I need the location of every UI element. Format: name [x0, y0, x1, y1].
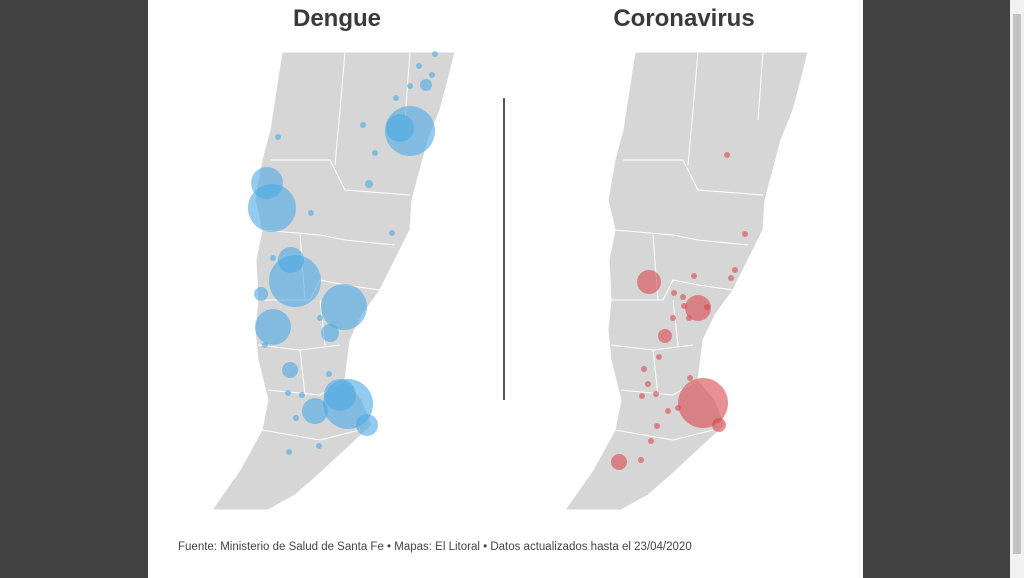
case-bubble	[316, 443, 322, 449]
case-bubble	[302, 398, 328, 424]
map-title: Coronavirus	[613, 5, 754, 32]
case-bubble	[317, 315, 323, 321]
case-bubble	[293, 415, 299, 421]
case-bubble	[326, 371, 332, 377]
case-bubble	[389, 230, 395, 236]
case-bubble	[641, 366, 647, 372]
case-bubble	[285, 390, 291, 396]
case-bubble	[365, 180, 373, 188]
case-bubble	[670, 315, 676, 321]
case-bubble	[416, 63, 422, 69]
case-bubble	[680, 294, 686, 300]
case-bubble	[712, 418, 726, 432]
case-bubble	[685, 295, 711, 321]
case-bubble	[278, 247, 304, 273]
case-bubble	[742, 231, 748, 237]
case-bubble	[732, 267, 738, 273]
case-bubble	[282, 362, 298, 378]
case-bubble	[308, 210, 314, 216]
case-bubble	[637, 270, 661, 294]
case-bubble	[275, 134, 281, 140]
case-bubble	[248, 184, 296, 232]
case-bubble	[286, 449, 292, 455]
case-bubble	[654, 423, 660, 429]
case-bubble	[429, 72, 435, 78]
case-bubble	[724, 152, 730, 158]
case-bubble	[386, 114, 414, 142]
case-bubble	[665, 408, 671, 414]
case-bubble	[686, 315, 692, 321]
case-bubble	[324, 379, 356, 411]
case-bubble	[360, 122, 366, 128]
case-bubble	[262, 342, 268, 348]
case-bubble	[645, 381, 651, 387]
case-bubble	[393, 95, 399, 101]
case-bubble	[648, 438, 654, 444]
case-bubble	[299, 392, 305, 398]
case-bubble	[270, 255, 276, 261]
scrollbar-thumb[interactable]	[1013, 14, 1021, 554]
case-bubble	[611, 454, 627, 470]
case-bubble	[321, 284, 367, 330]
dengue-bubbles	[248, 51, 438, 455]
case-bubble	[681, 303, 687, 309]
coronavirus-bubbles	[611, 152, 748, 470]
case-bubble	[372, 150, 378, 156]
case-bubble	[321, 324, 339, 342]
case-bubble	[704, 304, 710, 310]
case-bubble	[432, 51, 438, 57]
case-bubble	[407, 83, 413, 89]
case-bubble	[254, 287, 268, 301]
case-bubble	[678, 378, 728, 428]
case-bubble	[653, 391, 659, 397]
case-bubble	[639, 393, 645, 399]
case-bubble	[675, 405, 681, 411]
case-bubble	[728, 275, 734, 281]
case-bubble	[691, 273, 697, 279]
source-note: Fuente: Ministerio de Salud de Santa Fe …	[178, 541, 692, 553]
case-bubble	[687, 375, 693, 381]
case-bubble	[420, 79, 432, 91]
map-title: Dengue	[293, 5, 381, 32]
case-bubble	[671, 290, 677, 296]
case-bubble	[638, 457, 644, 463]
case-bubble	[658, 329, 672, 343]
case-bubble	[656, 354, 662, 360]
case-bubble	[356, 414, 378, 436]
case-bubble	[255, 309, 291, 345]
